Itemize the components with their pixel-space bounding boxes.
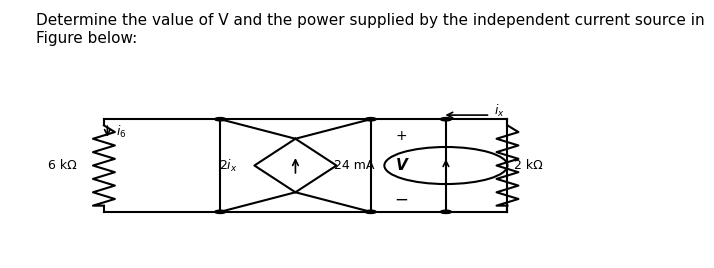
Text: Determine the value of V and the power supplied by the independent current sourc: Determine the value of V and the power s… xyxy=(36,13,704,46)
Text: 2 kΩ: 2 kΩ xyxy=(514,159,543,172)
Circle shape xyxy=(441,118,451,121)
Text: −: − xyxy=(395,191,408,209)
Text: V: V xyxy=(396,158,407,173)
Circle shape xyxy=(441,210,451,214)
Text: $2i_x$: $2i_x$ xyxy=(218,158,237,174)
Text: +: + xyxy=(396,129,407,143)
Circle shape xyxy=(365,210,376,214)
Circle shape xyxy=(215,118,226,121)
Text: $i_6$: $i_6$ xyxy=(116,124,126,140)
Text: 24 mA: 24 mA xyxy=(333,159,374,172)
Circle shape xyxy=(215,210,226,214)
Circle shape xyxy=(365,118,376,121)
Text: 6 kΩ: 6 kΩ xyxy=(48,159,76,172)
Text: $i_x$: $i_x$ xyxy=(494,103,505,119)
